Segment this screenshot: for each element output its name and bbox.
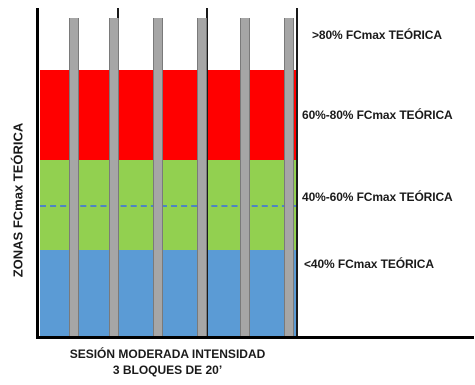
zone-label-60-80: 60%-80% FCmax TEÓRICA <box>302 108 453 122</box>
y-axis-line <box>36 8 39 338</box>
zone-label-40-60: 40%-60% FCmax TEÓRICA <box>302 190 453 204</box>
y-axis-title: ZONAS FCmax TEÓRICA <box>10 122 26 278</box>
block-divider-2 <box>206 8 208 338</box>
interval-bar <box>109 18 119 338</box>
interval-bar <box>240 18 250 338</box>
block-divider-3 <box>296 8 298 338</box>
interval-bar <box>69 18 79 338</box>
interval-bar <box>197 18 207 338</box>
zone-band-below-40 <box>40 250 298 337</box>
x-axis-title-line-2: 3 BLOQUES DE 20’ <box>112 363 223 377</box>
dashed-reference-line <box>40 205 298 207</box>
x-axis-title-line-1: SESIÓN MODERADA INTENSIDAD <box>69 347 266 361</box>
x-axis-title: SESIÓN MODERADA INTENSIDAD 3 BLOQUES DE … <box>0 346 335 378</box>
zone-band-60-80 <box>40 70 298 160</box>
zone-label-below-40: <40% FCmax TEÓRICA <box>304 257 434 271</box>
interval-bar <box>153 18 163 338</box>
x-axis-line <box>36 336 474 339</box>
interval-bar <box>284 18 294 338</box>
zone-label-above-80: >80% FCmax TEÓRICA <box>312 28 442 42</box>
